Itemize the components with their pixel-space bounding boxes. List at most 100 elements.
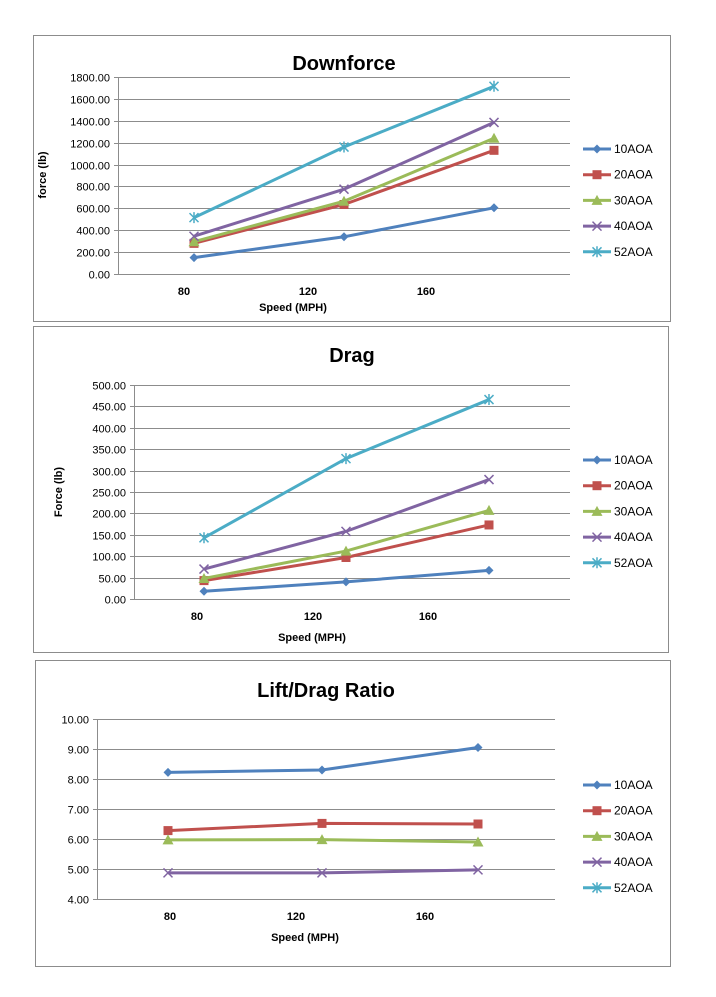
diamond-marker (473, 743, 483, 752)
square-marker (592, 170, 602, 180)
chart-frame (33, 326, 669, 653)
y-tick-label: 300.00 (92, 467, 126, 479)
y-tick-label: 8.00 (68, 775, 89, 787)
legend-label: 30AOA (614, 829, 653, 843)
triangle-marker (591, 194, 603, 205)
y-tick-label: 400.00 (92, 424, 126, 436)
diamond-marker (489, 203, 499, 213)
x-tick-label: 160 (417, 286, 435, 298)
y-tick-label: 400.00 (76, 226, 110, 238)
series-30AOA (162, 834, 484, 847)
y-tick-label: 10.00 (61, 715, 89, 727)
legend-label: 30AOA (614, 504, 653, 518)
triangle-marker (488, 132, 500, 143)
x-marker (483, 474, 495, 485)
diamond-marker (317, 765, 327, 775)
legend-entry: 10AOA (583, 142, 653, 156)
asterisk-marker (340, 453, 352, 465)
legend-label: 52AOA (614, 245, 653, 259)
series-40AOA (198, 474, 495, 575)
triangle-marker (340, 545, 352, 556)
x-tick-label: 120 (299, 286, 317, 298)
x-tick-label: 80 (191, 611, 203, 623)
legend-label: 40AOA (614, 530, 653, 544)
diamond-marker (592, 455, 602, 465)
y-tick-label: 0.00 (89, 270, 110, 282)
x-marker (338, 184, 350, 195)
triangle-marker (162, 834, 174, 845)
y-tick-label: 4.00 (68, 895, 89, 907)
x-marker (162, 867, 174, 878)
y-tick-label: 50.00 (98, 574, 126, 586)
diamond-marker (484, 565, 494, 575)
y-tick-label: 9.00 (68, 745, 89, 757)
square-marker (341, 552, 351, 562)
chart-title: Downforce (292, 53, 395, 75)
y-tick-label: 200.00 (92, 509, 126, 521)
series-10AOA (199, 565, 494, 596)
legend-entry: 52AOA (583, 245, 653, 259)
legend-label: 40AOA (614, 855, 653, 869)
series-52AOA (188, 80, 500, 224)
legend-entry: 10AOA (583, 778, 653, 792)
diamond-marker (339, 232, 349, 242)
series-20AOA (163, 818, 483, 836)
square-marker (163, 826, 173, 836)
y-tick-label: 5.00 (68, 865, 89, 877)
triangle-marker (591, 830, 603, 841)
triangle-marker (483, 504, 495, 515)
legend-entry: 30AOA (583, 829, 653, 843)
series-40AOA (188, 117, 500, 242)
x-marker (591, 857, 603, 868)
x-tick-label: 80 (164, 911, 176, 923)
legend-entry: 20AOA (583, 804, 653, 818)
legend-label: 52AOA (614, 556, 653, 570)
legend-label: 30AOA (614, 193, 653, 207)
y-tick-label: 450.00 (92, 402, 126, 414)
asterisk-marker (591, 882, 603, 894)
diamond-marker (163, 767, 173, 777)
asterisk-marker (188, 212, 200, 224)
legend-label: 10AOA (614, 453, 653, 467)
chart-1: Downforce 0.00 200.00 400.00 600.00 800.00 100… (33, 35, 671, 322)
triangle-marker (188, 236, 200, 247)
y-tick-label: 1000.00 (70, 161, 110, 173)
y-tick-label: 1600.00 (70, 95, 110, 107)
legend-label: 20AOA (614, 168, 653, 182)
legend-entry: 30AOA (583, 504, 653, 518)
y-tick-label: 100.00 (92, 552, 126, 564)
diamond-marker (341, 577, 351, 587)
y-tick-label: 6.00 (68, 835, 89, 847)
x-axis-label: Speed (MPH) (271, 932, 339, 944)
y-tick-label: 350.00 (92, 445, 126, 457)
square-marker (489, 145, 499, 155)
asterisk-marker (591, 246, 603, 258)
y-tick-label: 200.00 (76, 248, 110, 260)
y-tick-label: 1400.00 (70, 117, 110, 129)
asterisk-marker (483, 394, 495, 406)
diamond-marker (189, 253, 199, 263)
series-52AOA (198, 394, 495, 544)
chart-3: Lift/Drag Ratio 4.00 5.00 6.00 7.00 8.00 9.00 1… (35, 660, 671, 967)
x-marker (472, 864, 484, 875)
x-tick-label: 160 (416, 911, 434, 923)
x-tick-label: 120 (304, 611, 322, 623)
chart-title: Lift/Drag Ratio (257, 680, 395, 702)
legend-entry: 52AOA (583, 556, 653, 570)
diamond-marker (592, 780, 602, 790)
triangle-marker (591, 505, 603, 516)
y-axis-label: force (lb) (37, 151, 49, 198)
square-marker (592, 481, 602, 491)
legend-entry: 30AOA (583, 193, 653, 207)
square-marker (484, 520, 494, 530)
chart-frame (33, 35, 671, 322)
series-30AOA (198, 504, 495, 583)
x-marker (340, 526, 352, 537)
triangle-marker (472, 836, 484, 847)
chart-frame (35, 660, 671, 967)
x-marker (488, 117, 500, 128)
legend-entry: 40AOA (583, 855, 653, 869)
diamond-marker (199, 586, 209, 596)
chart-2: Drag 0.00 50.00 100.00 150.00 200.00 250.00 300… (33, 326, 669, 653)
series-40AOA (162, 864, 484, 878)
